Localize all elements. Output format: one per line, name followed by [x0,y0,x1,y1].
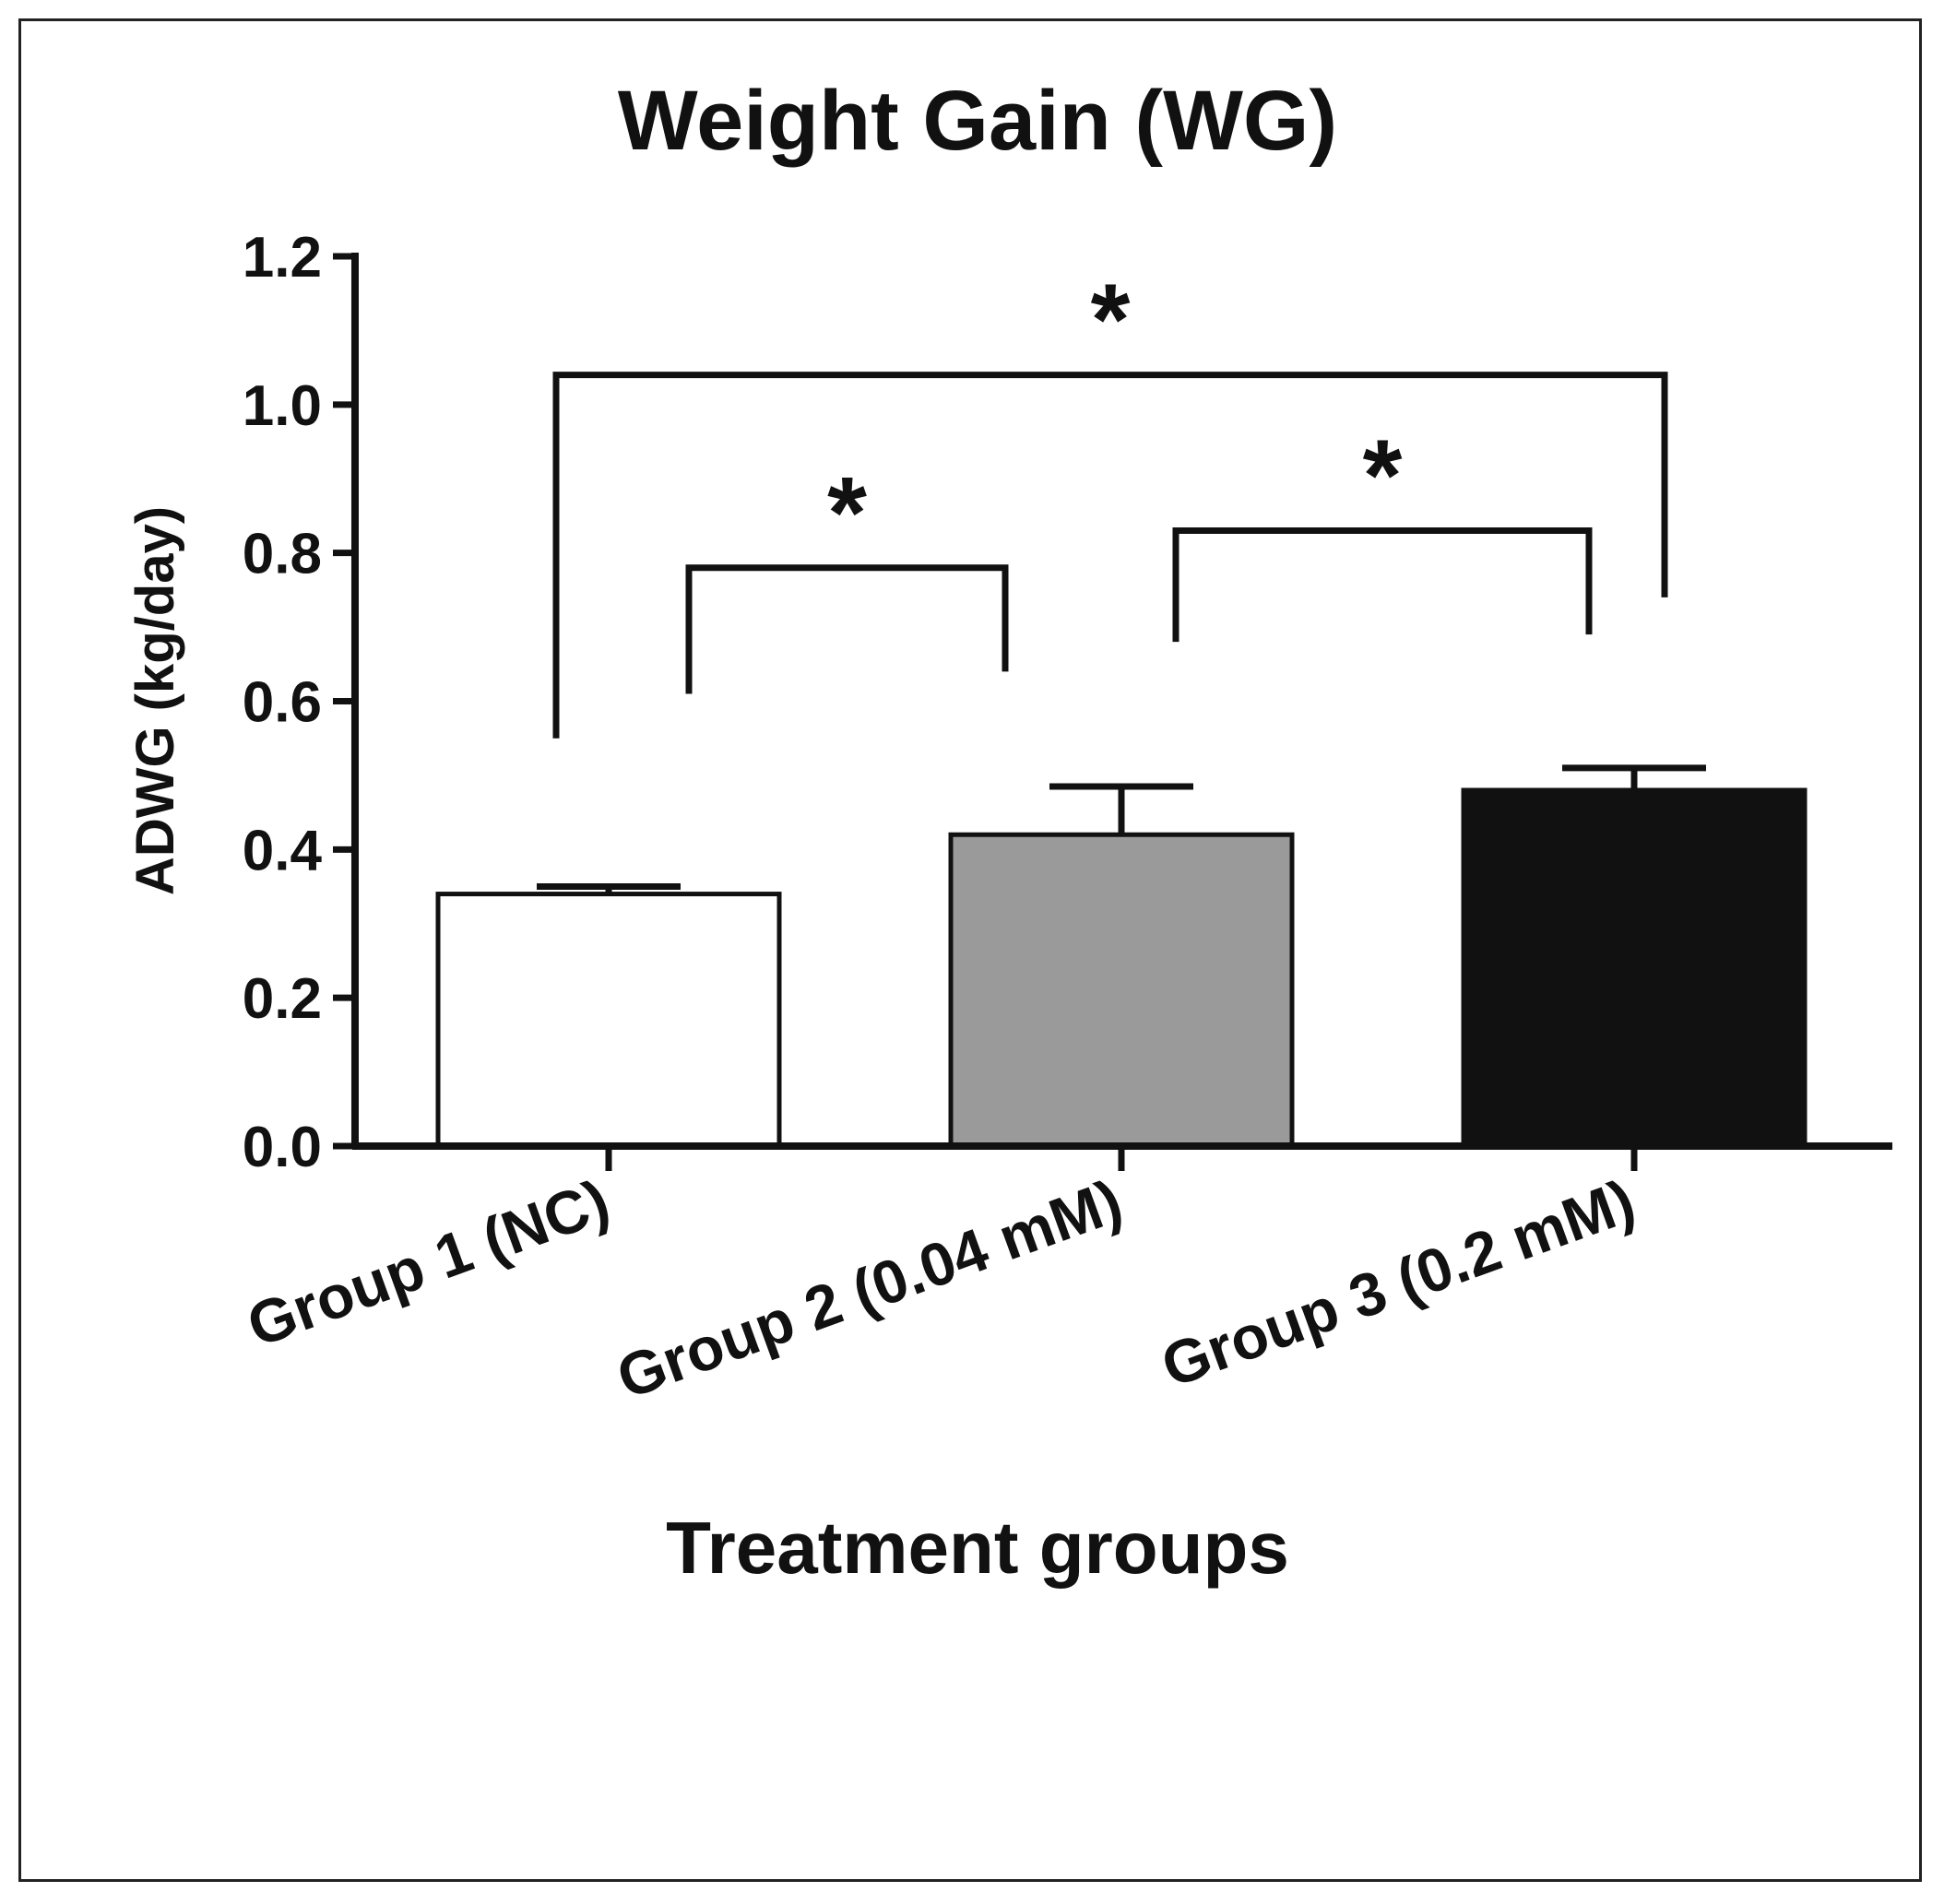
chart-title: Weight Gain (WG) [618,74,1337,168]
y-tick-label: 0.8 [243,523,322,586]
significance-star: * [1091,264,1131,377]
y-tick-label: 1.2 [243,226,322,290]
y-tick-label: 0.4 [243,819,323,882]
significance-bracket-1 [685,564,1009,694]
y-axis-label: ADWG (kg/day) [125,506,185,895]
y-tick-label: 1.0 [243,374,322,438]
bar-1 [435,892,782,1149]
bar-2 [948,832,1295,1149]
significance-star: * [827,456,867,570]
x-axis-label: Treatment groups [666,1507,1289,1589]
significance-bracket-3 [552,372,1668,739]
x-tick-label: Group 1 (NC) [239,1166,618,1360]
y-tick-label: 0.0 [243,1116,322,1179]
x-tick-label: Group 2 (0.04 mM) [608,1166,1130,1412]
y-tick-label: 0.6 [243,671,322,735]
y-tick-label: 0.2 [243,967,322,1031]
significance-star: * [1363,420,1403,533]
significance-bracket-2 [1172,527,1593,643]
x-tick-label: Group 3 (0.2 mM) [1153,1166,1643,1401]
bar-3 [1461,787,1808,1149]
